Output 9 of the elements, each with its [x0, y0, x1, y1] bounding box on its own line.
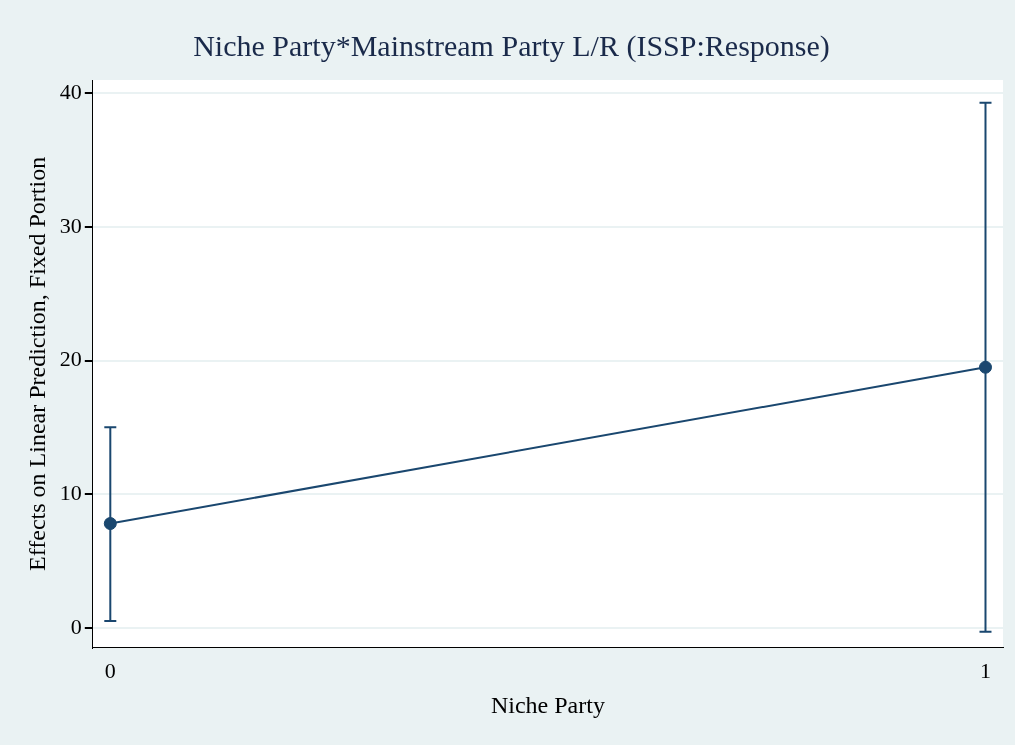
- y-tick-label: 10: [59, 479, 82, 505]
- y-tick-label: 30: [59, 212, 82, 238]
- y-axis-title: Effects on Linear Prediction, Fixed Portion: [23, 156, 50, 571]
- y-tick-label: 0: [70, 613, 82, 639]
- x-tick-label: 1: [980, 657, 991, 683]
- y-tick-label: 40: [59, 79, 82, 105]
- x-axis-title: Niche Party: [490, 691, 605, 718]
- chart-title: Niche Party*Mainstream Party L/R (ISSP:Response): [193, 28, 830, 63]
- y-tick-label: 20: [59, 346, 82, 372]
